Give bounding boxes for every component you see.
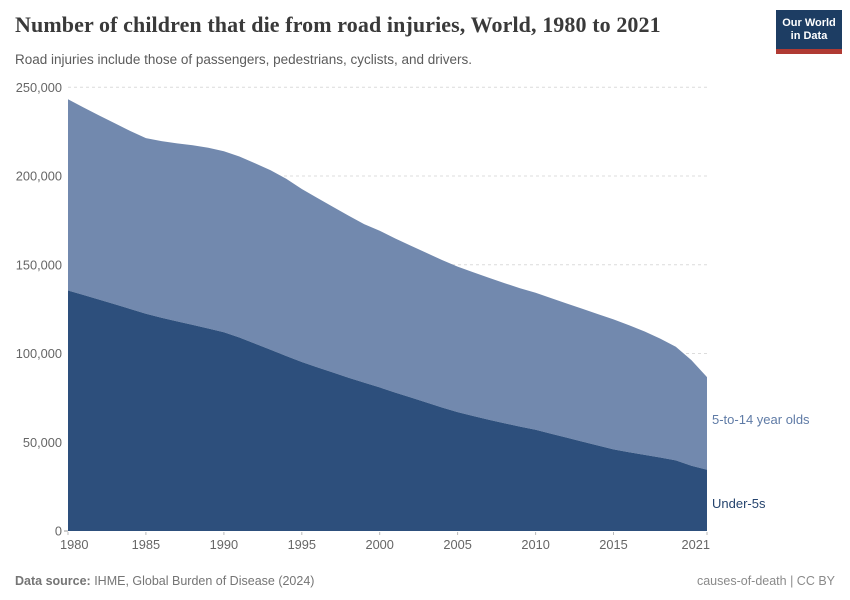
data-source-value: IHME, Global Burden of Disease (2024): [90, 574, 315, 588]
y-tick-label: 200,000: [16, 169, 62, 184]
y-tick-label: 150,000: [16, 257, 62, 272]
x-tick-label: 2010: [521, 537, 549, 552]
owid-logo-line2: in Data: [790, 29, 828, 42]
x-tick-label: 1980: [60, 537, 88, 552]
x-tick-label: 2015: [599, 537, 627, 552]
series-label-5to14[interactable]: 5-to-14 year olds: [712, 412, 810, 427]
area-under5s[interactable]: [68, 290, 707, 532]
area-5to14[interactable]: [68, 99, 707, 470]
x-tick-label: 2021: [682, 537, 710, 552]
x-tick-label: 1995: [288, 537, 316, 552]
data-source-label: Data source:: [15, 574, 91, 588]
x-axis-labels: 1980 1985 1990 1995 2000 2005 2010 2015 2021: [60, 532, 710, 552]
x-tick-label: 2000: [365, 537, 393, 552]
y-axis-labels: 0 50,000 100,000 150,000 200,000 250,000: [16, 80, 68, 539]
chart-subtitle: Road injuries include those of passenger…: [15, 52, 472, 67]
y-tick-label: 50,000: [23, 435, 62, 450]
y-tick-label: 0: [55, 524, 62, 539]
page-title: Number of children that die from road in…: [15, 12, 661, 37]
owid-logo[interactable]: Our World in Data: [776, 10, 842, 54]
data-source: Data source: IHME, Global Burden of Dise…: [15, 574, 314, 588]
y-tick-label: 100,000: [16, 346, 62, 361]
x-tick-label: 2005: [443, 537, 471, 552]
y-tick-label: 250,000: [16, 80, 62, 95]
x-tick-label: 1990: [210, 537, 238, 552]
series-label-under5[interactable]: Under-5s: [712, 496, 766, 511]
owid-logo-line1: Our World: [782, 16, 836, 29]
license-note[interactable]: causes-of-death | CC BY: [696, 574, 835, 588]
x-tick-label: 1985: [132, 537, 160, 552]
chart-footer: Data source: IHME, Global Burden of Dise…: [15, 574, 835, 588]
